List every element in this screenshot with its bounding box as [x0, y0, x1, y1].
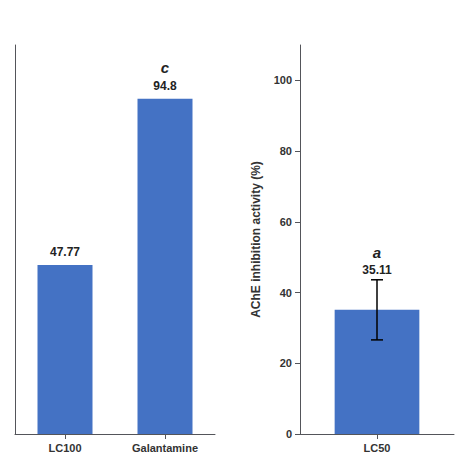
svg-text:a: a [373, 244, 381, 261]
svg-text:LC50: LC50 [364, 442, 391, 454]
svg-text:20: 20 [280, 357, 292, 369]
svg-text:LC100: LC100 [48, 442, 81, 454]
svg-text:c: c [161, 59, 170, 76]
svg-text:47.77: 47.77 [50, 245, 80, 259]
svg-text:40: 40 [280, 287, 292, 299]
svg-text:94.8: 94.8 [153, 79, 177, 93]
svg-text:Galantamine: Galantamine [132, 442, 198, 454]
svg-text:AChE inhibition activity (%): AChE inhibition activity (%) [249, 161, 263, 318]
svg-text:35.11: 35.11 [362, 263, 392, 277]
svg-text:60: 60 [280, 216, 292, 228]
svg-text:80: 80 [280, 145, 292, 157]
svg-text:0: 0 [286, 428, 292, 440]
svg-text:100: 100 [274, 74, 292, 86]
